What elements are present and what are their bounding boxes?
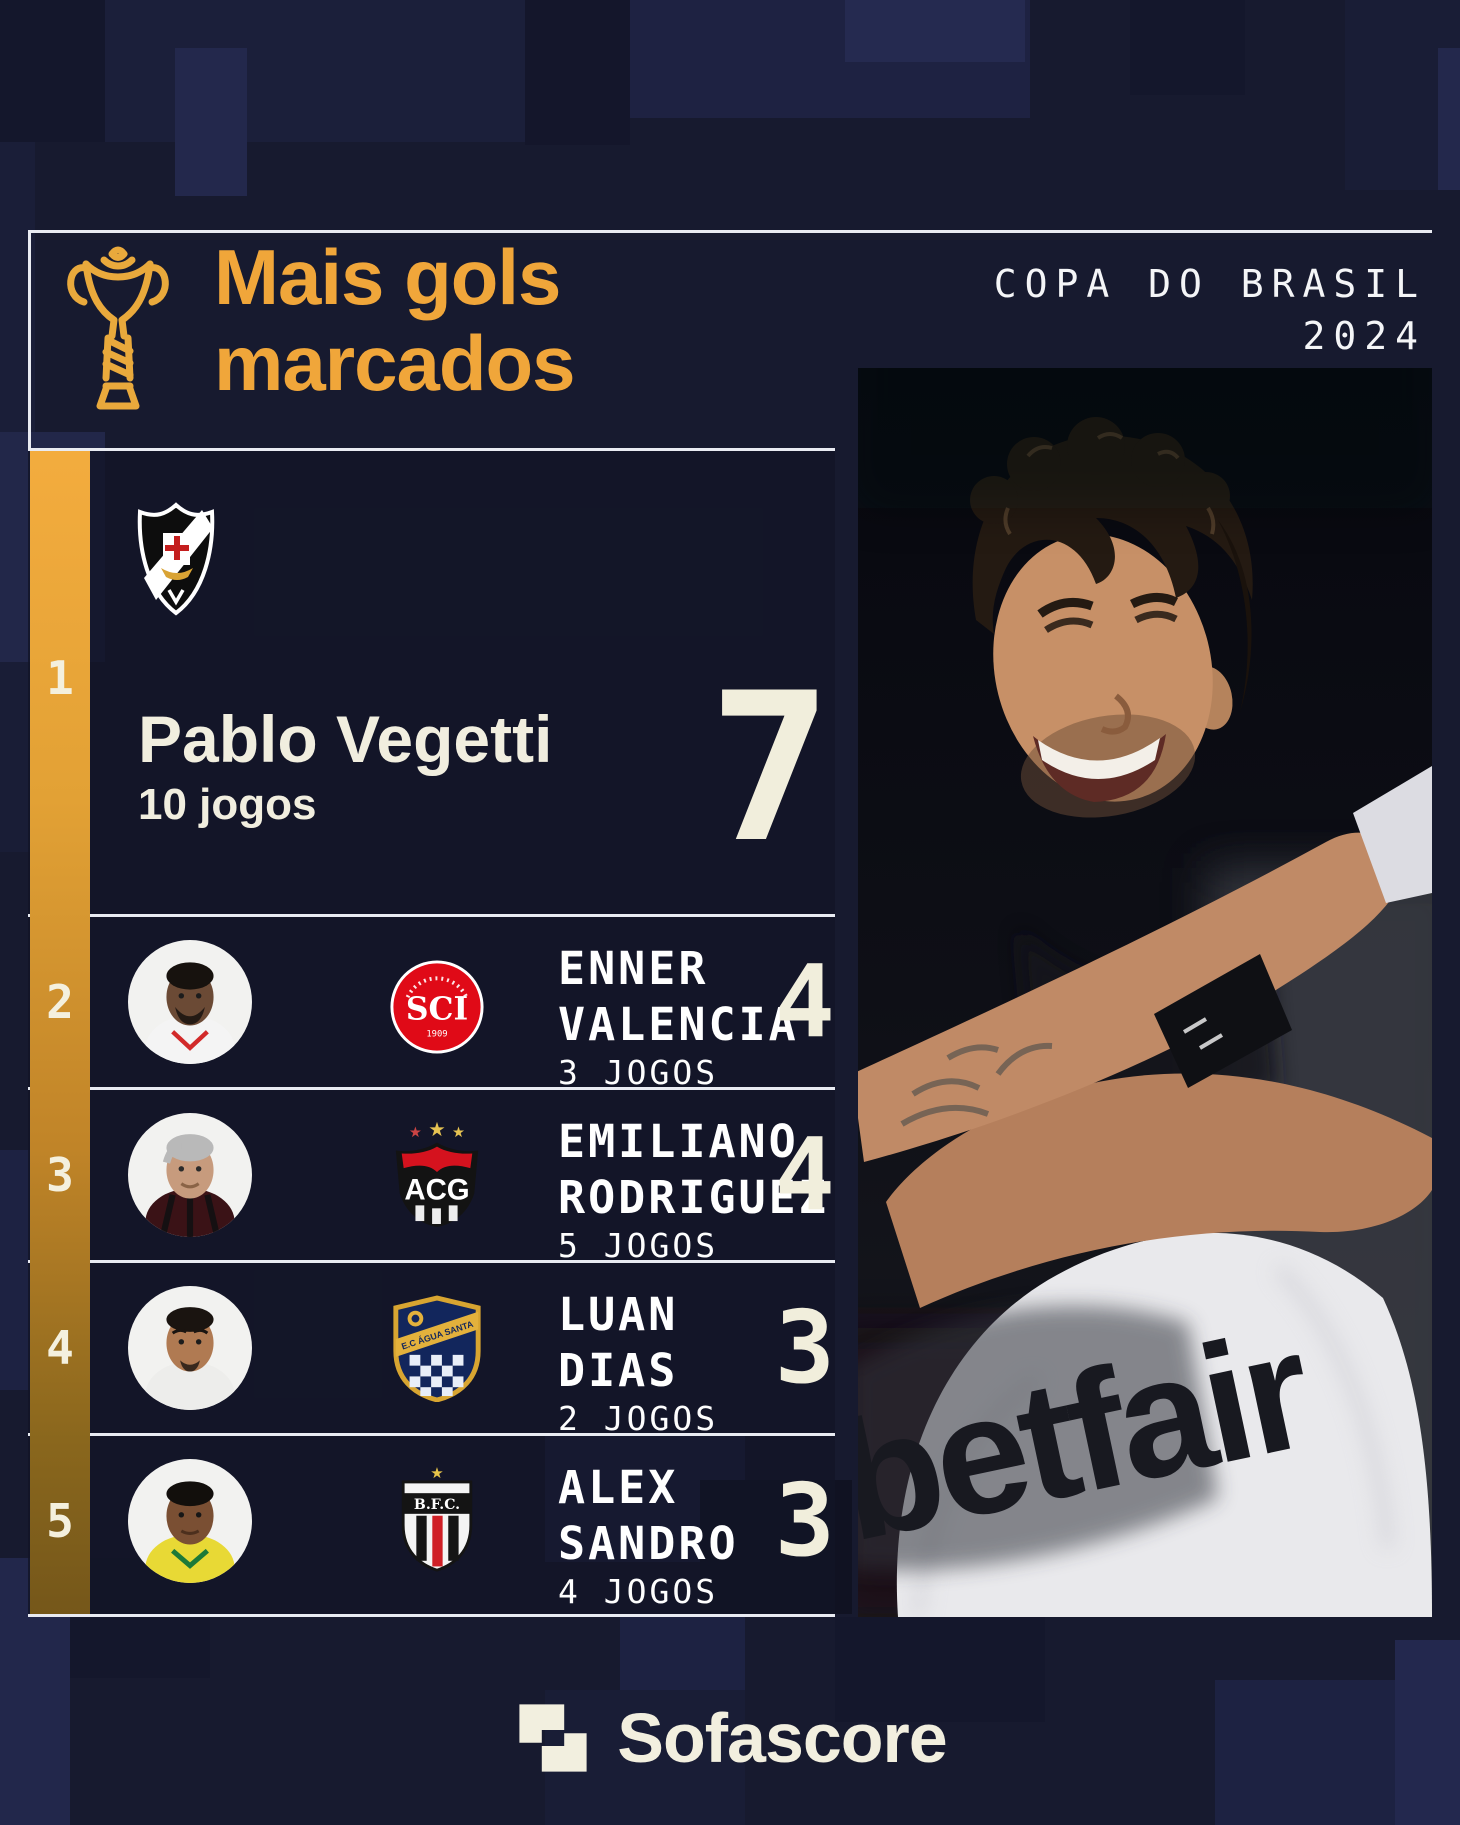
player-avatar-alex-sandro [128, 1459, 252, 1583]
svg-text:ACG: ACG [404, 1174, 469, 1207]
player-games: 5 JOGOS [558, 1226, 719, 1265]
row-divider-1 [28, 914, 835, 917]
page-title: Mais gols marcados [214, 233, 576, 407]
sofascore-icon [519, 1704, 587, 1772]
row-divider-4 [28, 1433, 835, 1436]
svg-text:1909: 1909 [426, 1029, 447, 1039]
player-photo: betfair [858, 368, 1432, 1617]
rank-number-5: 5 [46, 1494, 74, 1548]
competition-name: COPA DO BRASIL [993, 262, 1426, 306]
featured-goals-count: 7 [708, 650, 832, 888]
competition-label: COPA DO BRASIL 2024 [994, 258, 1426, 362]
svg-text:SCI: SCI [406, 992, 468, 1028]
sofascore-logo: Sofascore [0, 1692, 1460, 1784]
svg-text:★: ★ [409, 1125, 422, 1141]
competition-year: 2024 [1302, 314, 1426, 358]
row-divider-3 [28, 1260, 835, 1263]
rank-number-4: 4 [46, 1321, 74, 1375]
player-games: 4 JOGOS [558, 1572, 719, 1611]
player-name-line2: DIAS [558, 1344, 679, 1397]
player-name-line2: RODRIGUEZ [558, 1171, 829, 1224]
player-avatar-enner-valencia [128, 940, 252, 1064]
goals-count: 4 [774, 943, 835, 1060]
vasco-da-gama-crest-icon [137, 502, 215, 616]
player-name-line2: SANDRO [558, 1517, 739, 1570]
atletico-go-badge-icon: ★ ★ ★ ACG [395, 1121, 479, 1227]
goals-count: 4 [774, 1116, 835, 1233]
internacional-badge-icon: SCI 1909 [390, 960, 484, 1054]
rank-number-2: 2 [46, 975, 74, 1029]
player-name-line1: LUAN [558, 1288, 679, 1341]
svg-text:★: ★ [428, 1121, 446, 1141]
copa-do-brasil-trophy-icon [67, 246, 169, 410]
featured-player-name: Pablo Vegetti [138, 702, 553, 776]
botafogo-sp-badge-icon: ★ B.F.C. [401, 1465, 473, 1572]
player-avatar-luan-dias [128, 1286, 252, 1410]
player-games: 2 JOGOS [558, 1399, 719, 1438]
player-name-line1: EMILIANO [558, 1115, 799, 1168]
player-avatar-emiliano-rodriguez [128, 1113, 252, 1237]
row-divider-2 [28, 1087, 835, 1090]
title-line-1: Mais gols [214, 233, 561, 321]
header-top-line [28, 230, 1432, 233]
player-name-line1: ENNER [558, 942, 709, 995]
svg-text:B.F.C.: B.F.C. [414, 1497, 460, 1513]
title-line-2: marcados [214, 319, 576, 407]
player-name-line1: ALEX [558, 1461, 679, 1514]
featured-player-games: 10 jogos [138, 780, 317, 829]
agua-santa-badge-icon: E.C ÁGUA SANTA [393, 1295, 481, 1402]
sofascore-wordmark: Sofascore [617, 1699, 947, 1777]
player-name-line2: VALENCIA [558, 998, 799, 1051]
player-games: 3 JOGOS [558, 1053, 719, 1092]
header-bottom-line [28, 448, 835, 451]
rank-number-3: 3 [46, 1148, 74, 1202]
rank-number-1: 1 [46, 651, 74, 705]
rank-gradient-bar [30, 451, 90, 1614]
goals-count: 3 [774, 1289, 835, 1406]
svg-text:★: ★ [430, 1465, 443, 1482]
header-left-line [28, 230, 31, 451]
list-bottom-line [28, 1614, 835, 1617]
svg-text:★: ★ [452, 1125, 465, 1141]
goals-count: 3 [774, 1462, 835, 1579]
